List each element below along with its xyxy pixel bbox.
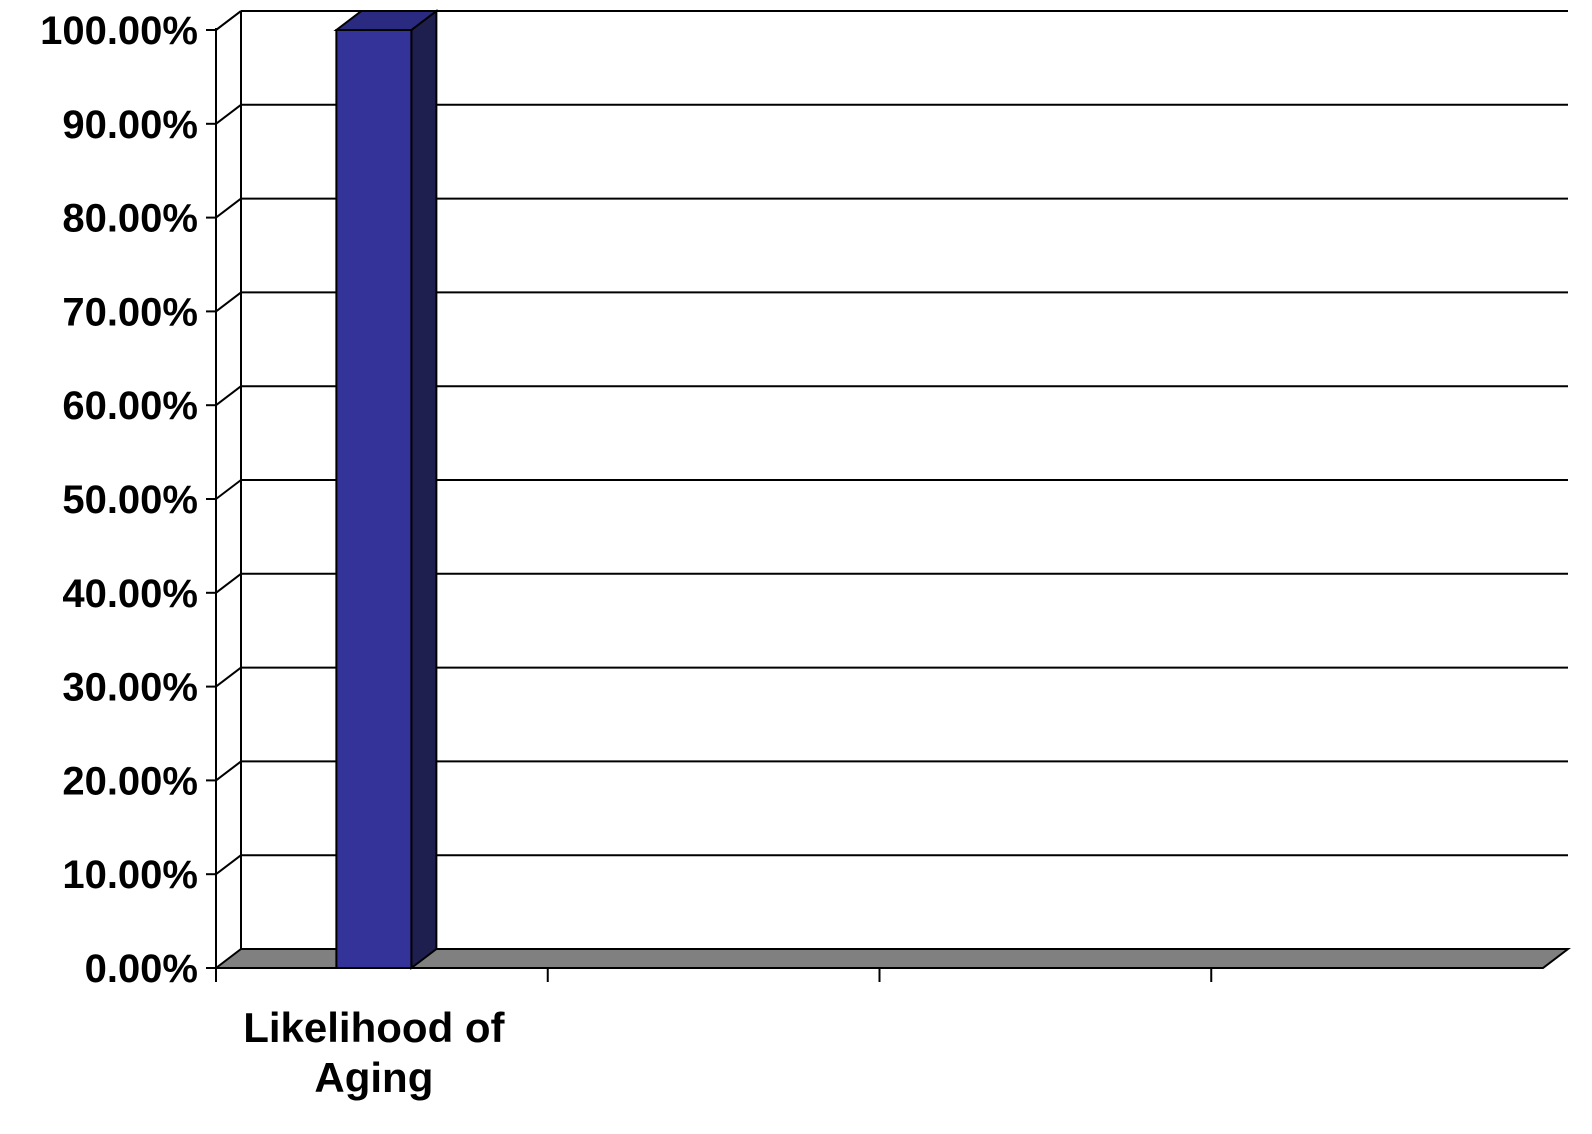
bar (333, 8, 440, 971)
x-category-label-line: Likelihood of (243, 1004, 505, 1051)
x-axis (215, 967, 1543, 982)
bars (333, 8, 440, 971)
gridline-side (215, 760, 242, 782)
y-tick-label: 20.00% (62, 759, 198, 803)
y-tick-label: 50.00% (62, 478, 198, 522)
x-category-label-line: Aging (314, 1054, 433, 1101)
y-tick-label: 10.00% (62, 853, 198, 897)
gridline-side (215, 479, 242, 500)
y-tick-label: 0.00% (85, 947, 198, 991)
y-tick-label: 60.00% (62, 384, 198, 428)
bar-side (410, 8, 438, 971)
x-tick-labels: Likelihood of Aging (243, 1004, 505, 1101)
gridline-side (215, 104, 242, 125)
gridline-side (215, 573, 242, 594)
y-tick-label: 100.00% (40, 9, 198, 53)
gridline-side (215, 197, 242, 219)
y-tick-labels: 0.00% 10.00% 20.00% 30.00% 40.00% 50.00% 60.00… (40, 9, 198, 991)
x-category-label: Likelihood of Aging (243, 1004, 505, 1101)
y-tick-label: 70.00% (62, 290, 198, 334)
gridline-side (215, 666, 242, 688)
y-axis (206, 28, 217, 969)
y-tick-label: 90.00% (62, 103, 198, 147)
gridline-side (215, 10, 242, 31)
gridline-side (215, 854, 242, 875)
gridline-side (215, 385, 242, 406)
y-tick-label: 80.00% (62, 197, 198, 241)
gridlines (215, 10, 1568, 875)
y-tick-label: 30.00% (62, 666, 198, 710)
gridline-side (215, 291, 242, 313)
bar-front (335, 29, 413, 969)
y-tick-label: 40.00% (62, 572, 198, 616)
